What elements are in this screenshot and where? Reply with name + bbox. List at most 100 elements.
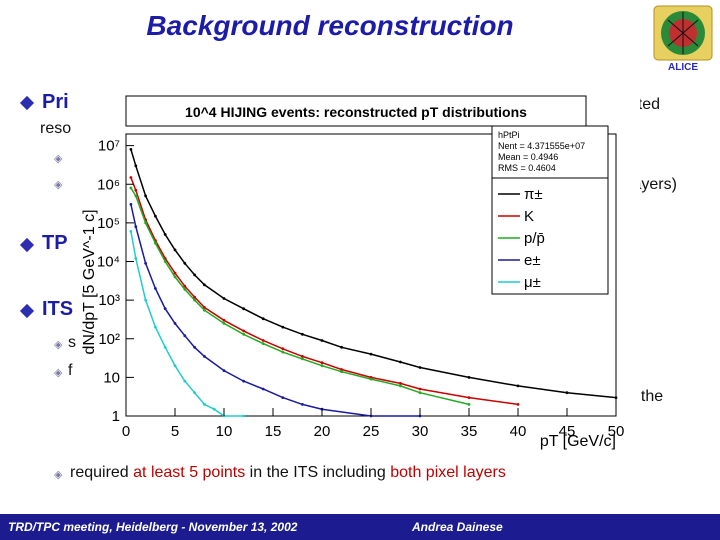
data-point: [369, 377, 373, 381]
data-point: [183, 284, 187, 288]
footer-meeting: TRD/TPC meeting, Heidelberg - November 1…: [8, 520, 298, 534]
data-point: [129, 176, 133, 179]
bottom-red-2: both pixel layers: [390, 464, 506, 481]
y-tick-label: 10⁵: [97, 215, 120, 232]
data-point: [134, 225, 138, 229]
sub-bullet-marker: ◈: [54, 339, 63, 351]
bottom-line: required at least 5 points in the ITS in…: [70, 464, 506, 482]
data-point: [399, 384, 402, 388]
data-point: [301, 357, 304, 361]
data-point: [134, 257, 138, 260]
data-point: [203, 308, 206, 312]
data-point: [212, 407, 216, 411]
y-tick-label: 10: [103, 369, 120, 386]
plot-title: 10^4 HIJING events: reconstructed pT dis…: [185, 104, 527, 120]
data-point: [163, 233, 167, 236]
x-axis-label: pT [GeV/c]: [540, 433, 616, 450]
bullet2-heading: TP: [42, 232, 68, 254]
data-point: [320, 361, 324, 365]
data-point: [222, 297, 226, 300]
stats-line: Mean = 0.4946: [498, 152, 558, 162]
footer-author: Andrea Dainese: [412, 520, 503, 534]
data-point: [261, 339, 265, 342]
x-tick-label: 25: [363, 423, 380, 440]
data-point: [163, 345, 167, 349]
data-point: [203, 283, 206, 287]
legend: π± Kp/p̄ e± μ±: [491, 177, 609, 295]
data-point: [129, 230, 133, 233]
data-point: [301, 332, 304, 336]
data-point: [173, 364, 177, 368]
data-point: [193, 273, 196, 277]
legend-label: p/p̄: [524, 230, 545, 247]
data-point: [320, 339, 324, 342]
series-line-2: [130, 187, 470, 406]
x-axis-ticks: 0 5 10 15 20 25 30 35 40 45 50: [122, 408, 624, 440]
bullet-marker: [19, 237, 35, 253]
data-point: [134, 188, 138, 192]
x-tick-label: 30: [412, 423, 429, 440]
bottom-pre: required: [70, 464, 134, 481]
data-point: [163, 260, 167, 263]
data-point: [173, 248, 177, 252]
data-point: [281, 325, 285, 329]
data-point: [242, 307, 246, 311]
data-point: [154, 325, 157, 329]
sub-bullet-marker: ◈: [54, 367, 63, 379]
data-point: [129, 203, 133, 206]
footer-bar: TRD/TPC meeting, Heidelberg - November 1…: [0, 514, 720, 540]
data-point: [193, 295, 196, 299]
data-point: [467, 403, 471, 406]
legend-frame: [491, 177, 609, 295]
data-point: [173, 275, 177, 279]
bullet-marker: [19, 95, 35, 111]
data-point: [301, 355, 304, 358]
legend-label: K: [524, 208, 534, 225]
data-point: [399, 382, 402, 385]
stats-line: RMS = 0.4604: [498, 163, 556, 173]
x-tick-label: 35: [461, 423, 478, 440]
slide-title: Background reconstruction: [146, 10, 514, 41]
sub-bullet-marker: ◈: [54, 179, 63, 191]
x-tick-label: 45: [559, 423, 576, 440]
data-point: [369, 352, 373, 356]
data-point: [516, 384, 520, 388]
legend-label: π±: [524, 186, 543, 203]
bullet-marker: [19, 303, 35, 319]
stats-box-frame: [491, 125, 609, 179]
data-point: [144, 261, 147, 265]
x-tick-label: 10: [216, 423, 233, 440]
data-point: [183, 261, 187, 265]
data-point: [134, 194, 138, 198]
data-point: [173, 322, 177, 325]
data-point: [418, 366, 422, 369]
data-point: [193, 298, 196, 302]
data-point: [281, 347, 285, 351]
series-line-4: [130, 231, 244, 417]
data-point: [129, 148, 133, 151]
data-point: [144, 194, 147, 198]
x-tick-label: 0: [122, 423, 130, 440]
data-point: [340, 345, 343, 349]
data-point: [193, 345, 196, 349]
data-point: [516, 403, 520, 406]
legend-label: e±: [524, 252, 541, 269]
data-point: [467, 396, 471, 399]
stats-line: hPtPi: [498, 130, 520, 140]
data-point: [340, 370, 343, 374]
y-axis-label: dN/dpT [5 GeV^-1 c]: [81, 209, 98, 354]
data-point: [154, 287, 157, 290]
data-point: [173, 271, 177, 275]
bullet1-line2: reso: [40, 120, 72, 137]
data-point: [281, 350, 285, 354]
data-point: [301, 403, 304, 406]
data-point: [467, 376, 471, 379]
plot-svg: 10^4 HIJING events: reconstructed pT dis…: [80, 92, 640, 464]
stats-line: Nent = 4.371555e+07: [498, 141, 585, 151]
data-point: [242, 379, 246, 383]
x-tick-label: 5: [171, 423, 179, 440]
y-tick-label: 10²: [98, 331, 120, 348]
plot-title-box: [125, 95, 587, 127]
data-point: [183, 379, 187, 383]
